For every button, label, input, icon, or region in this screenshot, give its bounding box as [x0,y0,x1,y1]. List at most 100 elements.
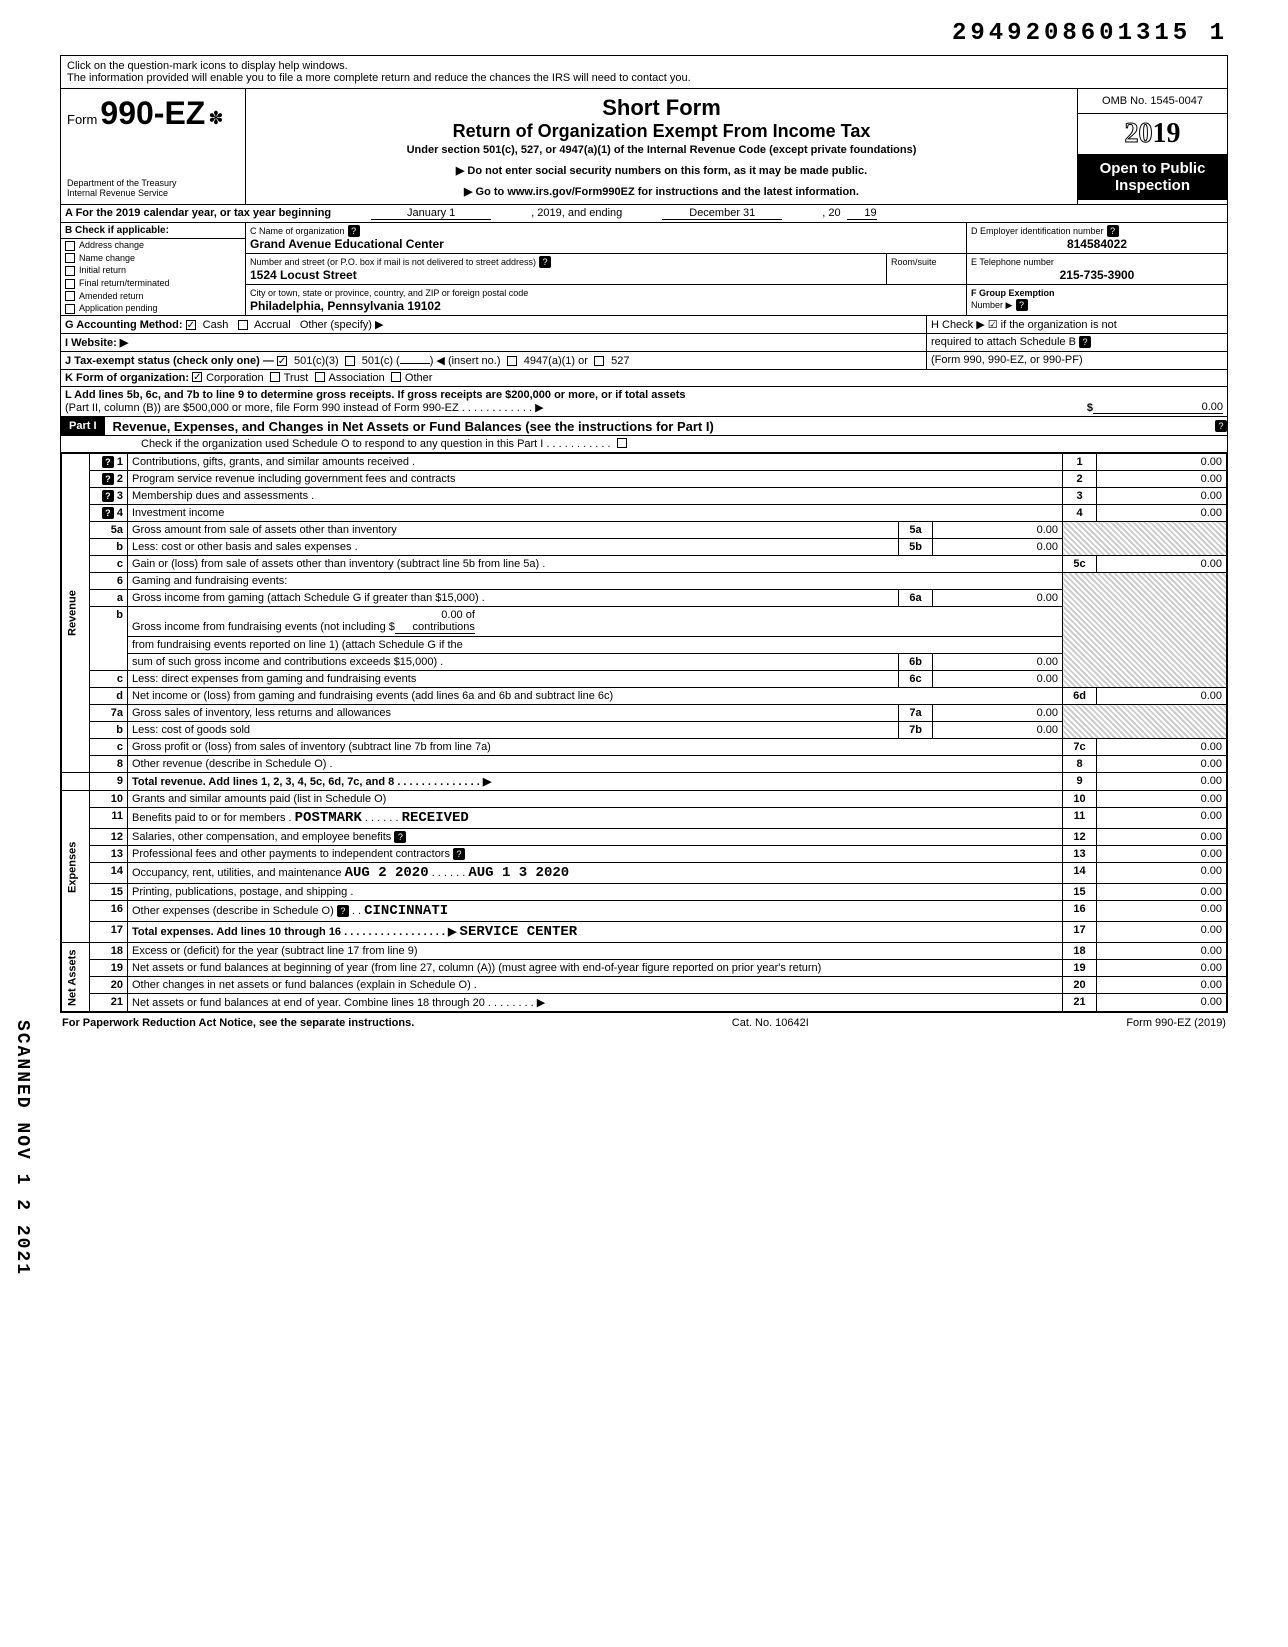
t1: Contributions, gifts, grants, and simila… [132,456,415,468]
amt15: 0.00 [1097,884,1227,901]
box20: 20 [1063,977,1097,994]
l-dollar: $ [1073,402,1093,414]
chk-initial-return[interactable] [65,266,75,276]
box7a: 7a [899,705,933,722]
d-label: D Employer identification number [971,226,1104,236]
box4: 4 [1063,505,1097,522]
amt9: 0.00 [1097,773,1227,791]
f-sub: Number ▶ [971,300,1012,310]
n7b: b [90,722,128,739]
amt6b: 0.00 [933,654,1063,671]
k-label: K Form of organization: [65,372,189,384]
chk-association[interactable] [315,372,325,382]
t12: Salaries, other compensation, and employ… [132,831,391,843]
stamp-date2: AUG 1 3 2020 [468,865,569,881]
chk-527[interactable] [594,356,604,366]
k-assoc: Association [329,372,385,384]
title-sub: Under section 501(c), 527, or 4947(a)(1)… [256,144,1067,156]
title-short: Short Form [256,95,1067,121]
stamp-cincinnati: CINCINNATI [364,903,448,919]
warn-url: Go to www.irs.gov/Form990EZ for instruct… [256,185,1067,198]
b-item-2: Initial return [79,265,126,275]
help-icon[interactable]: ? [1016,299,1028,311]
box18: 18 [1063,943,1097,960]
help-icon[interactable]: ? [102,507,114,519]
box21: 21 [1063,994,1097,1012]
n16: 16 [90,901,128,922]
help-icon[interactable]: ? [102,473,114,485]
c-street-label: Number and street (or P.O. box if mail i… [250,257,536,267]
t8: Other revenue (describe in Schedule O) . [132,758,333,770]
t10: Grants and similar amounts paid (list in… [132,793,386,805]
chk-other[interactable] [391,372,401,382]
dept-treasury: Department of the Treasury Internal Reve… [67,178,239,198]
chk-4947[interactable] [507,356,517,366]
chk-application-pending[interactable] [65,304,75,314]
t9: Total revenue. Add lines 1, 2, 3, 4, 5c,… [132,776,491,788]
box17: 17 [1063,922,1097,943]
c-room-label: Room/suite [891,257,937,267]
line-a-end-suffix: 19 [847,207,877,220]
box9: 9 [1063,773,1097,791]
t6b1b: 0.00 of contributions [395,609,475,634]
t15: Printing, publications, postage, and shi… [132,886,353,898]
row-g-h: G Accounting Method: Cash Accrual Other … [61,316,1227,334]
chk-accrual[interactable] [238,320,248,330]
hint-line1: Click on the question-mark icons to disp… [67,60,348,72]
n6c: c [90,671,128,688]
chk-amended-return[interactable] [65,291,75,301]
amt7b: 0.00 [933,722,1063,739]
help-icon[interactable]: ? [102,456,114,468]
j-label: J Tax-exempt status (check only one) — [65,355,274,367]
help-icon[interactable]: ? [348,225,360,237]
form-prefix: Form [67,112,97,127]
chk-501c[interactable] [345,356,355,366]
amt18: 0.00 [1097,943,1227,960]
n6a: a [90,590,128,607]
help-icon[interactable]: ? [102,490,114,502]
k-trust: Trust [284,372,309,384]
h-line1: H Check ▶ ☑ if the organization is not [931,319,1117,331]
line-a-mid: , 2019, and ending [531,207,622,220]
line-a-end-month: December 31 [662,207,782,220]
chk-501c3[interactable] [277,356,287,366]
box13: 13 [1063,846,1097,863]
b-item-0: Address change [79,240,144,250]
footer-left: For Paperwork Reduction Act Notice, see … [62,1017,414,1029]
box2: 2 [1063,471,1097,488]
box15: 15 [1063,884,1097,901]
help-icon[interactable]: ? [453,848,465,860]
t2: Program service revenue including govern… [132,473,455,485]
help-icon[interactable]: ? [1079,336,1091,348]
help-icon[interactable]: ? [1107,225,1119,237]
n18: 18 [90,943,128,960]
box1: 1 [1063,454,1097,471]
box19: 19 [1063,960,1097,977]
help-icon[interactable]: ? [1215,420,1227,432]
chk-cash[interactable] [186,320,196,330]
chk-schedule-o[interactable] [617,438,627,448]
header-left: Form 990-EZ ✽ Department of the Treasury… [61,89,246,204]
amt1: 0.00 [1097,454,1227,471]
amt3: 0.00 [1097,488,1227,505]
part1-title: Revenue, Expenses, and Changes in Net As… [105,419,1215,434]
chk-trust[interactable] [270,372,280,382]
chk-address-change[interactable] [65,241,75,251]
line-a-row: A For the 2019 calendar year, or tax yea… [61,205,1227,223]
part1-header-row: Part I Revenue, Expenses, and Changes in… [61,417,1227,436]
t7b: Less: cost of goods sold [132,724,250,736]
c-city-label: City or town, state or province, country… [250,288,528,298]
chk-corporation[interactable] [192,372,202,382]
help-icon[interactable]: ? [337,905,349,917]
line-a-label: A For the 2019 calendar year, or tax yea… [65,207,331,220]
l-line1: L Add lines 5b, 6c, and 7b to line 9 to … [65,389,686,401]
help-icon[interactable]: ? [539,256,551,268]
n5c: c [90,556,128,573]
k-other: Other [405,372,433,384]
help-icon[interactable]: ? [394,831,406,843]
chk-final-return[interactable] [65,279,75,289]
n5a: 5a [90,522,128,539]
title-main: Return of Organization Exempt From Incom… [256,121,1067,142]
chk-name-change[interactable] [65,253,75,263]
footer-mid: Cat. No. 10642I [732,1017,809,1029]
